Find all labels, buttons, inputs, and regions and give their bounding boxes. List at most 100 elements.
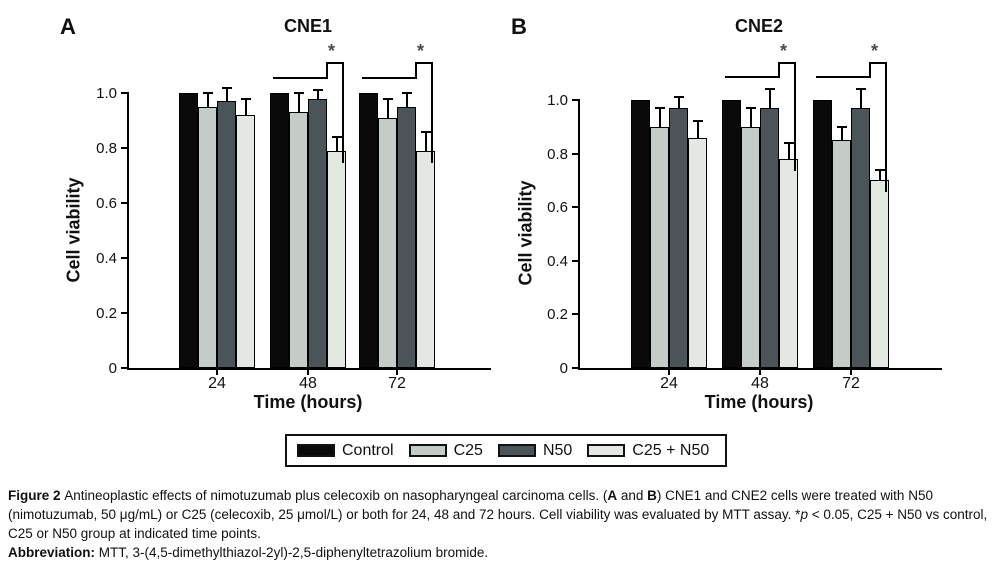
y-axis-tick <box>121 92 129 94</box>
bar-c25-n50-72h <box>870 180 889 368</box>
legend-label: C25 <box>453 441 483 459</box>
bar-n50-72h <box>397 106 416 368</box>
bar-c25-n50-48h <box>779 158 798 368</box>
bar-n50-24h <box>669 108 688 368</box>
y-axis-tick <box>572 367 580 369</box>
error-bar <box>878 169 881 181</box>
bar-control-24h <box>179 93 198 368</box>
caption-segment: Antineoplastic effects of nimotuzumab pl… <box>64 488 608 503</box>
error-bar <box>749 108 752 127</box>
x-axis-tick-label: 48 <box>299 375 317 392</box>
error-bar <box>335 137 338 151</box>
y-axis-tick-label: 0.2 <box>547 306 568 324</box>
significance-bracket-lower <box>361 77 415 79</box>
bar-c25-n50-48h <box>327 150 346 368</box>
error-bar-cap <box>764 88 775 91</box>
caption-segment: Abbreviation: <box>8 545 96 560</box>
error-bar <box>225 87 228 102</box>
caption-segment: B <box>647 488 657 503</box>
error-bar <box>677 97 680 109</box>
significance-bracket-drop <box>341 62 344 163</box>
significance-bracket-upper <box>414 62 433 64</box>
error-bar-cap <box>874 168 885 171</box>
error-bar <box>316 90 319 99</box>
significance-bracket-drop <box>793 62 796 171</box>
panel-label-b: B <box>511 14 527 39</box>
y-axis-tick-label: 0.2 <box>96 305 117 322</box>
error-bar <box>297 93 300 113</box>
error-bar-cap <box>382 97 393 100</box>
significance-bracket-lower <box>724 76 778 78</box>
error-bar-cap <box>420 130 431 133</box>
y-axis-tick <box>572 152 580 155</box>
significance-bracket-lower <box>272 77 326 79</box>
legend-swatch <box>497 444 536 457</box>
significance-bracket-step <box>868 62 871 78</box>
plot-area-cne1: 0 0.2 0.4 0.6 0.8 1.0 24 48 72 * * <box>96 41 491 392</box>
legend-label: Control <box>342 441 394 459</box>
error-bar-cap <box>745 107 756 110</box>
error-bar-cap <box>836 125 847 128</box>
y-axis-tick-label: 1.0 <box>96 85 117 102</box>
x-axis-tick-label: 72 <box>842 375 860 392</box>
significance-bracket-upper <box>868 62 887 64</box>
y-axis-tick <box>121 257 129 259</box>
legend-swatch <box>297 444 335 457</box>
legend-item: C25 + N50 <box>587 442 709 460</box>
error-bar-cap <box>293 92 304 94</box>
bar-c25-48h <box>741 126 760 368</box>
y-axis-tick <box>121 202 129 204</box>
plot-area-cne2: 0 0.2 0.4 0.6 0.8 1.0 24 48 72 * * <box>547 41 942 392</box>
bar-c25-72h <box>832 140 851 368</box>
bar-c25-n50-72h <box>416 150 435 368</box>
x-axis-label-b: Time (hours) <box>704 392 814 412</box>
caption-paragraph: Figure 2 Antineoplastic effects of nimot… <box>8 486 1000 543</box>
y-axis-tick <box>121 367 129 369</box>
x-axis-tick-label: 24 <box>660 375 678 392</box>
error-bar <box>696 121 699 138</box>
y-axis-label-b: Cell viability <box>515 180 536 286</box>
error-bar <box>768 89 771 109</box>
x-axis-tick-label: 24 <box>208 375 226 392</box>
bar-c25-24h <box>650 126 669 368</box>
legend-label: N50 <box>542 441 573 459</box>
x-axis-tick <box>307 368 309 375</box>
y-axis-tick-label: 0 <box>108 360 117 377</box>
legend-swatch <box>408 444 447 457</box>
y-axis-tick <box>572 259 580 262</box>
error-bar <box>787 142 790 159</box>
caption-segment: p <box>800 507 808 522</box>
error-bar-cap <box>221 86 232 89</box>
legend-item: N50 <box>497 441 573 460</box>
y-axis-label-a: Cell viability <box>63 177 84 283</box>
caption-segment: and <box>617 488 648 503</box>
x-axis-label-a: Time (hours) <box>253 392 363 412</box>
chart-title-cne1: CNE1 <box>283 16 332 36</box>
significance-bracket-upper <box>325 62 344 64</box>
error-bar-cap <box>855 88 866 91</box>
caption-segment: ) CNE1 and CNE2 cells were treated with … <box>8 488 933 522</box>
y-axis-tick-label: 1.0 <box>547 92 568 109</box>
y-axis-tick-label: 0.4 <box>547 252 568 270</box>
error-bar <box>658 108 661 127</box>
error-bar-cap <box>654 107 665 110</box>
y-axis-tick-label: 0.4 <box>96 250 117 267</box>
y-axis-tick <box>121 312 129 314</box>
x-axis-tick <box>850 368 852 375</box>
caption-abbreviation: Abbreviation: MTT, 3-(4,5-dimethylthiazo… <box>8 543 1000 561</box>
bar-c25-n50-24h <box>688 137 707 368</box>
chart-legend: Control C25 N50 C25 + N50 <box>285 434 727 467</box>
significance-asterisk: * <box>327 41 335 61</box>
chart-title-cne2: CNE2 <box>734 16 783 36</box>
error-bar-cap <box>673 96 684 99</box>
significance-asterisk: * <box>870 41 878 61</box>
significance-asterisk: * <box>779 41 787 61</box>
significance-bracket-drop <box>884 62 887 193</box>
significance-bracket-upper <box>777 62 796 64</box>
legend-swatch <box>587 444 626 457</box>
x-axis-tick-label: 48 <box>751 375 769 392</box>
caption-segment: A <box>607 488 618 503</box>
x-axis-tick <box>668 368 670 375</box>
error-bar <box>206 93 209 107</box>
